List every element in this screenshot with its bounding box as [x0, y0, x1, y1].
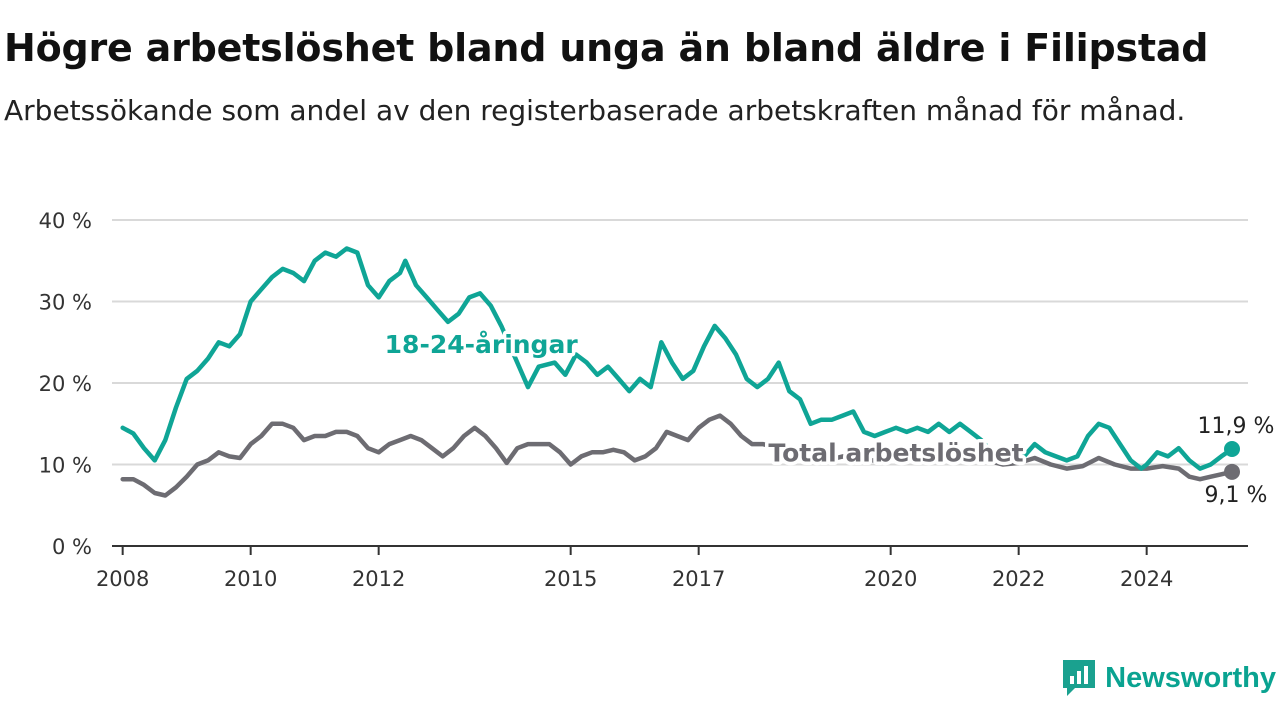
y-tick-label: 10 %	[39, 454, 92, 478]
line-chart: 0 % 10 % 20 % 30 % 40 % 2008 2010 2012 2015 2017…	[39, 209, 1275, 591]
series-line	[120, 246, 1235, 471]
series-end-label: 9,1 %	[1205, 483, 1268, 508]
series-name-label: Total arbetslöshet	[768, 438, 1023, 467]
y-tick-label: 40 %	[39, 209, 92, 233]
series-end-dot	[1224, 463, 1240, 480]
series-end-dot	[1224, 441, 1240, 458]
series-lines	[120, 246, 1240, 498]
newsworthy-brand: Newsworthy	[1061, 658, 1276, 698]
x-axis-ticks: 2008 2010 2012 2015 2017 2020 2022 2024	[96, 546, 1173, 591]
x-tick-label: 2017	[672, 567, 725, 591]
brand-name: Newsworthy	[1105, 661, 1276, 694]
y-gridlines	[112, 219, 1248, 466]
x-tick-label: 2022	[992, 567, 1045, 591]
series-name-label: 18-24-åringar	[385, 330, 579, 359]
y-tick-label: 0 %	[52, 535, 92, 559]
y-axis-ticks: 0 % 10 % 20 % 30 % 40 %	[39, 209, 92, 559]
x-tick-label: 2010	[224, 567, 277, 591]
x-tick-label: 2012	[352, 567, 405, 591]
chart-title: Högre arbetslöshet bland unga än bland ä…	[4, 26, 1209, 70]
x-tick-label: 2024	[1120, 567, 1173, 591]
series-labels: 11,9 % 9,1 % 18-24-åringar Total arbetslösh…	[381, 326, 1275, 508]
series-line	[120, 413, 1235, 498]
y-tick-label: 30 %	[39, 291, 92, 315]
series-end-label: 11,9 %	[1198, 414, 1275, 439]
chart-subtitle: Arbetssökande som andel av den registerb…	[4, 94, 1186, 127]
newsworthy-logo-icon	[1063, 660, 1096, 696]
x-tick-label: 2020	[864, 567, 917, 591]
y-tick-label: 20 %	[39, 372, 92, 396]
x-tick-label: 2015	[544, 567, 597, 591]
x-tick-label: 2008	[96, 567, 149, 591]
